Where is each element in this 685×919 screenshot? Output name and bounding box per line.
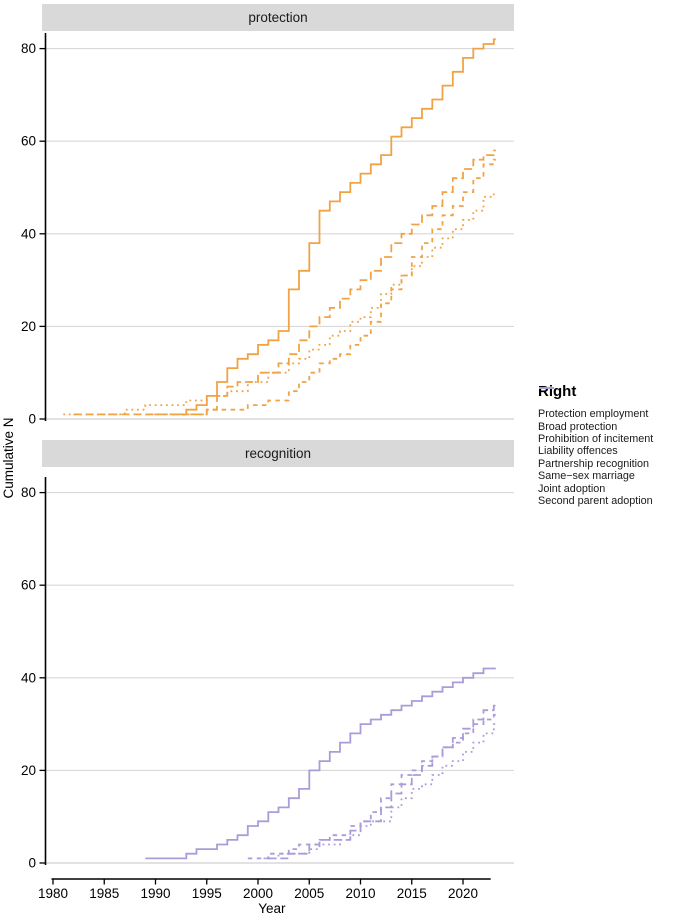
y-axis-title: Cumulative N <box>1 417 16 498</box>
legend-item: Protection employment <box>538 387 684 421</box>
facet-strip <box>42 4 514 31</box>
legend-item: Second parent adoption <box>538 387 684 507</box>
y-tick-label: 80 <box>21 485 36 500</box>
series-line-prohibition-of-incitement <box>63 191 496 416</box>
series-line-liability-offences <box>145 158 496 416</box>
y-tick-label: 60 <box>21 134 36 149</box>
legend-item-label: Liability offences <box>538 445 618 458</box>
x-axis-title: Year <box>258 901 286 916</box>
x-tick-label: 2000 <box>243 886 273 901</box>
legend-item-label: Broad protection <box>538 420 618 433</box>
x-axis: 1980 1985 1990 1995 2000 2005 2010 2015 2020 Year <box>38 878 491 916</box>
facet-strip-label: recognition <box>245 446 311 461</box>
legend: Right Protection employment Broad protect… <box>538 383 684 507</box>
legend-item: Broad protection <box>538 387 684 433</box>
y-tick-label: 0 <box>28 856 36 871</box>
y-tick-label: 0 <box>28 412 36 427</box>
legend-item: Prohibition of incitement <box>538 387 684 445</box>
legend-item-label: Same−sex marriage <box>538 470 635 483</box>
facet-recognition: recognition 0 20 40 60 80 <box>21 440 514 871</box>
legend-item-label: Partnership recognition <box>538 457 650 470</box>
legend-item: Liability offences <box>538 387 684 458</box>
series-line-joint-adoption <box>258 723 496 860</box>
y-tick-label: 40 <box>21 226 36 241</box>
legend-item-label: Protection employment <box>538 408 649 421</box>
y-tick-label: 20 <box>21 319 36 334</box>
y-tick-label: 40 <box>21 670 36 685</box>
legend-item-label: Prohibition of incitement <box>538 432 654 445</box>
x-tick-label: 2015 <box>397 886 427 901</box>
y-tick-label: 20 <box>21 763 36 778</box>
legend-items: Protection employment Broad protection Pro… <box>538 387 684 507</box>
x-tick-label: 2020 <box>448 886 478 901</box>
x-tick-label: 1985 <box>89 886 119 901</box>
y-tick-label: 80 <box>21 41 36 56</box>
x-tick-label: 1980 <box>38 886 68 901</box>
facet-protection: protection 0 20 40 60 80 <box>21 4 514 427</box>
legend-item-label: Joint adoption <box>538 482 606 495</box>
chart-svg: protection 0 20 40 60 80 recognition 0 20 40 60 80 1… <box>1 4 514 916</box>
x-tick-label: 2010 <box>345 886 375 901</box>
legend-item: Joint adoption <box>538 387 684 495</box>
legend-item: Same−sex marriage <box>538 387 684 483</box>
legend-item-label: Second parent adoption <box>538 494 653 507</box>
legend-item: Partnership recognition <box>538 387 684 470</box>
series-line-protection-employment <box>176 38 496 416</box>
legend-title: Right <box>538 383 577 400</box>
facet-strip-label: protection <box>248 10 307 25</box>
x-tick-label: 2005 <box>294 886 324 901</box>
series-line-broad-protection <box>73 149 496 416</box>
facet-strip <box>42 440 514 467</box>
x-tick-label: 1990 <box>140 886 170 901</box>
x-tick-label: 1995 <box>192 886 222 901</box>
series-line-second-parent-adoption <box>247 713 496 860</box>
legend-key-dashed-line-icon <box>539 387 554 389</box>
series-line-partnership-recognition <box>145 667 496 860</box>
series-line-same-sex-marriage <box>268 704 496 860</box>
y-tick-label: 60 <box>21 578 36 593</box>
